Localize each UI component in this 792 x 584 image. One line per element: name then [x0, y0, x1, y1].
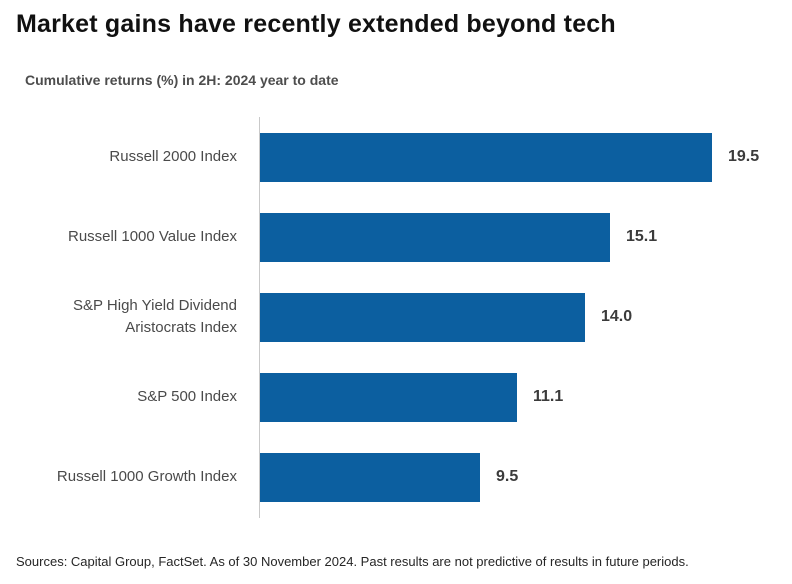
bar-row: Russell 2000 Index 19.5 — [0, 117, 792, 197]
bar — [260, 452, 480, 502]
bar-row: Russell 1000 Growth Index 9.5 — [0, 437, 792, 517]
bar-row: S&P High Yield Dividend Aristocrats Inde… — [0, 277, 792, 357]
bar-track: 15.1 — [260, 197, 792, 277]
bar — [260, 292, 585, 342]
value-label: 19.5 — [728, 148, 760, 165]
category-label: S&P High Yield Dividend Aristocrats Inde… — [73, 297, 237, 336]
bar-rows: Russell 2000 Index 19.5 Russell 1000 Value… — [0, 117, 792, 517]
bar — [260, 212, 610, 262]
category-label: Russell 1000 Value Index — [68, 228, 237, 246]
value-label: 15.1 — [626, 228, 658, 245]
bar-track: 14.0 — [260, 277, 792, 357]
value-label: 11.1 — [533, 388, 564, 405]
y-axis-line — [259, 117, 260, 518]
bar-track: 19.5 — [260, 117, 792, 197]
page-title: Market gains have recently extended beyo… — [16, 10, 616, 38]
source-note: Sources: Capital Group, FactSet. As of 3… — [16, 554, 689, 569]
bar-chart: Russell 2000 Index 19.5 Russell 1000 Value… — [0, 117, 792, 518]
bar-row: Russell 1000 Value Index 15.1 — [0, 197, 792, 277]
bar-row: S&P 500 Index 11.1 — [0, 357, 792, 437]
category-label: S&P 500 Index — [137, 388, 237, 406]
category-label: Russell 1000 Growth Index — [56, 468, 237, 486]
bar-track: 11.1 — [260, 357, 792, 437]
category-label: Russell 2000 Index — [109, 148, 237, 166]
bar-track: 9.5 — [260, 437, 792, 517]
chart-subtitle: Cumulative returns (%) in 2H: 2024 year … — [25, 72, 339, 88]
value-label: 14.0 — [601, 308, 633, 325]
value-label: 9.5 — [496, 468, 519, 485]
bar — [260, 372, 517, 422]
bar — [260, 132, 712, 182]
